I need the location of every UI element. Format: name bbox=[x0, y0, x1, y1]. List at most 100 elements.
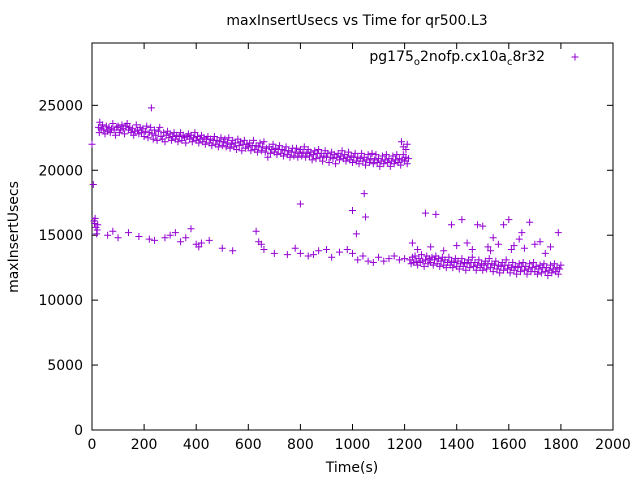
data-point bbox=[300, 143, 308, 151]
x-tick-label: 1400 bbox=[439, 437, 475, 453]
data-point bbox=[510, 266, 518, 274]
data-point bbox=[106, 129, 114, 137]
data-point bbox=[299, 148, 307, 156]
data-point bbox=[351, 149, 359, 157]
data-point bbox=[114, 234, 122, 242]
data-point bbox=[489, 234, 497, 242]
data-point bbox=[283, 251, 291, 259]
data-point bbox=[384, 158, 392, 166]
data-point bbox=[100, 126, 108, 134]
data-point bbox=[322, 245, 330, 253]
y-tick-label: 15000 bbox=[38, 228, 83, 244]
data-point bbox=[531, 240, 539, 248]
data-point bbox=[421, 209, 429, 217]
data-point bbox=[479, 266, 487, 274]
data-points bbox=[88, 104, 565, 279]
y-axis: 0 5000 10000 15000 20000 25000 bbox=[38, 98, 613, 439]
data-point bbox=[554, 270, 562, 278]
data-point bbox=[98, 121, 106, 129]
data-point bbox=[397, 161, 405, 169]
data-point bbox=[354, 256, 362, 264]
data-point bbox=[109, 227, 117, 235]
data-point bbox=[135, 233, 143, 240]
data-point bbox=[544, 271, 552, 279]
data-point bbox=[466, 264, 474, 272]
data-point bbox=[335, 248, 343, 256]
data-point bbox=[221, 135, 229, 143]
data-point bbox=[121, 130, 129, 138]
data-point bbox=[338, 147, 346, 155]
data-point bbox=[145, 235, 153, 243]
data-point bbox=[279, 152, 287, 160]
data-point bbox=[376, 162, 384, 170]
data-point bbox=[291, 244, 299, 252]
data-point bbox=[518, 229, 526, 237]
data-point bbox=[459, 262, 467, 270]
data-point bbox=[401, 255, 409, 263]
data-point bbox=[530, 258, 538, 266]
data-point bbox=[264, 153, 272, 161]
data-point bbox=[294, 153, 302, 161]
data-point bbox=[286, 153, 294, 161]
data-point bbox=[445, 253, 453, 261]
data-point bbox=[244, 143, 252, 151]
data-point bbox=[475, 256, 483, 264]
data-point bbox=[390, 252, 398, 260]
data-point bbox=[372, 151, 380, 159]
data-point bbox=[195, 139, 203, 147]
data-point bbox=[541, 268, 549, 276]
data-point bbox=[315, 247, 323, 255]
data-point bbox=[485, 255, 493, 263]
data-point bbox=[528, 264, 536, 272]
data-point bbox=[282, 143, 290, 151]
data-point bbox=[541, 249, 549, 257]
data-point bbox=[556, 265, 564, 273]
data-point bbox=[273, 151, 281, 159]
data-point bbox=[397, 138, 405, 146]
data-point bbox=[364, 151, 372, 159]
data-point bbox=[453, 242, 461, 250]
data-point bbox=[167, 136, 175, 144]
data-point bbox=[487, 264, 495, 272]
data-point bbox=[229, 247, 237, 255]
data-point bbox=[315, 145, 323, 153]
legend-entry-label: pg175o2nofp.cx10ac8r32 bbox=[369, 49, 545, 68]
data-point bbox=[240, 136, 248, 144]
data-point bbox=[437, 257, 445, 265]
data-point bbox=[505, 216, 513, 224]
data-point bbox=[492, 257, 500, 265]
data-point bbox=[151, 236, 159, 244]
data-point bbox=[153, 136, 161, 144]
data-point bbox=[205, 236, 213, 244]
data-point bbox=[493, 265, 501, 273]
data-point bbox=[546, 261, 554, 269]
data-point bbox=[147, 123, 155, 131]
data-point bbox=[395, 256, 403, 264]
data-point bbox=[536, 238, 544, 246]
data-point bbox=[256, 139, 264, 147]
legend-label-sub-1: o bbox=[414, 57, 420, 68]
data-point bbox=[386, 162, 394, 170]
data-point bbox=[402, 145, 410, 153]
data-point bbox=[161, 234, 169, 242]
data-point bbox=[514, 264, 522, 272]
data-point bbox=[359, 157, 367, 165]
data-point bbox=[91, 214, 99, 222]
legend-label-sub-2: c bbox=[507, 57, 513, 68]
y-tick-label: 0 bbox=[74, 423, 83, 439]
data-point bbox=[537, 269, 545, 277]
data-point bbox=[201, 140, 209, 148]
data-point bbox=[140, 133, 148, 141]
data-point bbox=[526, 260, 534, 268]
y-tick-label: 5000 bbox=[47, 358, 83, 374]
x-axis-label: Time(s) bbox=[325, 460, 378, 476]
data-point bbox=[362, 161, 370, 169]
data-point bbox=[517, 268, 525, 276]
data-point bbox=[420, 262, 428, 270]
x-tick-label: 0 bbox=[88, 437, 97, 453]
y-tick-label: 10000 bbox=[38, 293, 83, 309]
data-point bbox=[515, 235, 523, 243]
data-point bbox=[487, 247, 495, 255]
data-point bbox=[519, 258, 527, 266]
data-point bbox=[177, 238, 185, 246]
